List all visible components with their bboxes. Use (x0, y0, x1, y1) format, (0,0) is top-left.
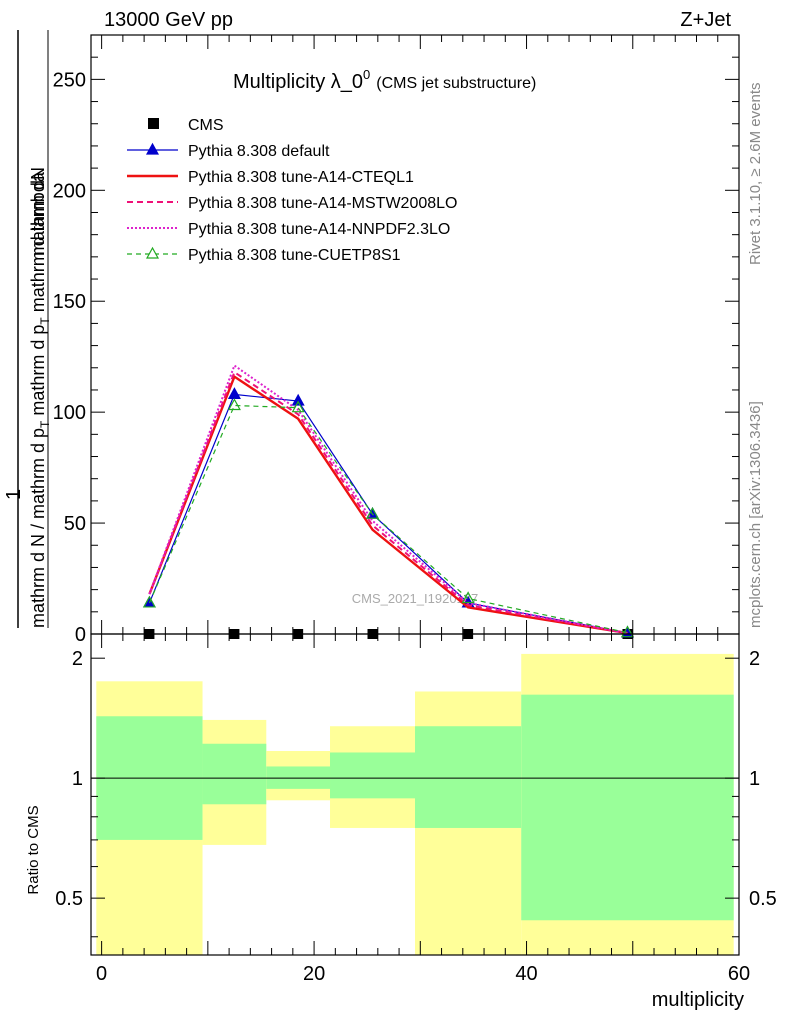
ratio-band-green-1 (202, 743, 267, 805)
legend-label-0: CMS (188, 117, 224, 134)
main-ytick-label: 50 (64, 513, 86, 535)
main-ytick-label: 100 (53, 402, 86, 424)
watermark: CMS_2021_I1920187 (352, 591, 479, 606)
series-line-5 (148, 404, 628, 634)
ratio-band-green-2 (266, 766, 331, 789)
ylabel-numerator: mathrm dN (28, 167, 48, 256)
plot-title: Multiplicity λ_00(CMS jet substructure) (233, 67, 536, 93)
xtick-label: 40 (515, 963, 537, 985)
ratio-band-green-5 (521, 694, 734, 921)
ylabel-one: 1 (3, 489, 25, 500)
main-ytick-label: 250 (53, 69, 86, 91)
series-1-marker-1 (227, 387, 241, 399)
series-5-marker-0 (142, 595, 156, 608)
series-line-3 (148, 370, 628, 635)
main-ylabel: 1 mathrm d N / mathrm d pT mathrm d pT m… (3, 30, 52, 628)
legend-entry-3: Pythia 8.308 tune-A14-MSTW2008LO (127, 195, 457, 212)
series-line-4 (148, 364, 628, 635)
xtick-label: 60 (728, 963, 750, 985)
mcplots-label: mcplots.cern.ch [arXiv:1306.3436] (747, 401, 764, 628)
legend-entry-4: Pythia 8.308 tune-A14-NNPDF2.3LO (127, 221, 450, 238)
ylabel-denominator: mathrm d N / mathrm d pT mathrm d pT mat… (28, 171, 52, 628)
ratio-ytick-label-left: 1 (72, 768, 83, 790)
rivet-version-label: Rivet 3.1.10, ≥ 2.6M events (747, 83, 764, 266)
legend-label-2: Pythia 8.308 tune-A14-CTEQL1 (188, 169, 414, 186)
ratio-ytick-label-right: 1 (749, 768, 760, 790)
ratio-band-green-4 (415, 726, 522, 828)
legend-label-4: Pythia 8.308 tune-A14-NNPDF2.3LO (188, 221, 450, 238)
main-ytick-label: 200 (53, 180, 86, 202)
legend-label-5: Pythia 8.308 tune-CUETP8S1 (188, 247, 401, 264)
ratio-ylabel: Ratio to CMS (25, 805, 42, 894)
legend-marker-1 (145, 142, 160, 155)
ratio-ytick-label-left: 2 (72, 648, 83, 670)
legend-entry-2: Pythia 8.308 tune-A14-CTEQL1 (127, 169, 414, 186)
series-5-marker-3 (365, 506, 380, 519)
xaxis-label: multiplicity (652, 989, 744, 1011)
legend-marker-5 (145, 246, 160, 259)
series-5-marker-5 (620, 625, 634, 638)
main-ytick-label: 150 (53, 291, 86, 313)
ratio-ytick-label-right: 2 (749, 648, 760, 670)
series-line-2 (148, 374, 628, 635)
main-ytick-label: 0 (75, 624, 86, 646)
legend-entry-1: Pythia 8.308 default (127, 142, 330, 160)
series-5-marker-4 (461, 591, 475, 604)
ratio-ytick-label-right: 0.5 (749, 888, 777, 910)
header-left-label: 13000 GeV pp (104, 9, 233, 31)
ratio-ytick-label-left: 0.5 (55, 888, 83, 910)
series-1-marker-2 (291, 393, 305, 406)
xtick-label: 0 (96, 963, 107, 985)
legend-label-1: Pythia 8.308 default (188, 143, 330, 160)
ratio-band-green-3 (330, 752, 415, 799)
series-5-marker-1 (227, 398, 241, 411)
legend-entry-0: CMS (148, 117, 224, 134)
xtick-label: 20 (303, 963, 325, 985)
legend-swatch-0 (148, 118, 159, 129)
series-5-marker-2 (291, 400, 305, 413)
legend-entry-5: Pythia 8.308 tune-CUETP8S1 (127, 246, 401, 264)
header-right-label: Z+Jet (680, 9, 731, 31)
legend-label-3: Pythia 8.308 tune-A14-MSTW2008LO (188, 195, 457, 212)
ratio-plot-frame (90, 633, 740, 956)
